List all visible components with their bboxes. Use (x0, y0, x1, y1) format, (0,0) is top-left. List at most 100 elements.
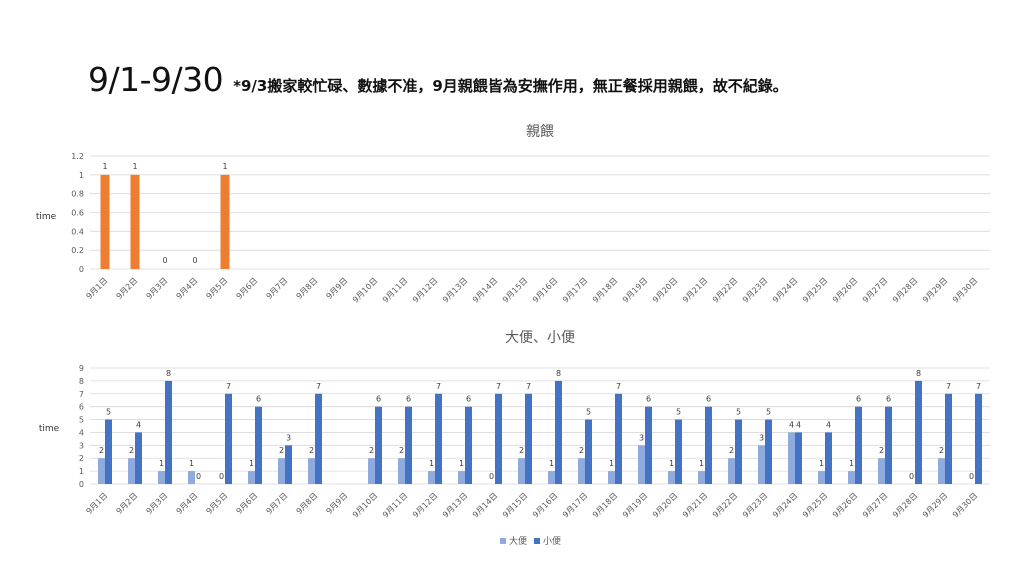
y-tick-label: 2 (79, 454, 84, 463)
x-tick-label: 9月20日 (651, 276, 679, 304)
bar (368, 458, 375, 484)
x-tick-label: 9月4日 (175, 491, 200, 516)
x-tick-label: 9月23日 (741, 276, 769, 304)
bar (435, 393, 442, 484)
x-tick-label: 9月6日 (235, 491, 260, 516)
y-axis-label: time (39, 424, 60, 434)
data-label: 1 (102, 162, 107, 171)
data-label: 3 (286, 433, 291, 442)
x-tick-label: 9月19日 (621, 276, 649, 304)
legend-label: 大便 (509, 535, 527, 547)
bar (608, 471, 615, 484)
x-tick-label: 9月29日 (921, 491, 949, 519)
data-label: 2 (519, 446, 524, 455)
data-label: 2 (99, 446, 104, 455)
x-tick-label: 9月12日 (411, 491, 439, 519)
bar (428, 471, 435, 484)
x-tick-label: 9月4日 (175, 276, 200, 301)
y-tick-label: 0 (79, 480, 84, 489)
bar (100, 174, 110, 269)
data-label: 0 (969, 472, 974, 481)
legend-swatch (500, 538, 506, 544)
x-tick-label: 9月21日 (681, 276, 709, 304)
x-tick-label: 9月13日 (441, 276, 469, 304)
bar (375, 406, 382, 484)
data-label: 7 (316, 382, 321, 391)
data-label: 1 (699, 459, 704, 468)
bar (855, 406, 862, 484)
data-label: 2 (369, 446, 374, 455)
data-label: 6 (376, 395, 381, 404)
y-tick-label: 1 (79, 171, 84, 180)
data-label: 5 (736, 408, 741, 417)
bar (220, 174, 230, 269)
page-note: *9/3搬家較忙碌、數據不准，9月親餵皆為安撫作用，無正餐採用親餵，故不紀錄。 (233, 77, 788, 95)
data-label: 5 (586, 408, 591, 417)
bar (495, 393, 502, 484)
data-label: 0 (219, 472, 224, 481)
x-tick-label: 9月16日 (531, 491, 559, 519)
bar (818, 471, 825, 484)
y-tick-label: 0.6 (71, 209, 84, 218)
data-label: 1 (849, 459, 854, 468)
bar (525, 393, 532, 484)
data-label: 1 (609, 459, 614, 468)
bar (405, 406, 412, 484)
x-tick-label: 9月25日 (801, 491, 829, 519)
data-label: 1 (429, 459, 434, 468)
bar (758, 445, 765, 484)
chart-title: 親餵 (526, 123, 554, 140)
x-tick-label: 9月3日 (145, 276, 170, 301)
x-tick-label: 9月11日 (381, 276, 409, 304)
chart-title: 大便、小便 (505, 330, 575, 346)
bar (788, 432, 795, 484)
bar (248, 471, 255, 484)
x-tick-label: 9月18日 (591, 491, 619, 519)
data-label: 2 (729, 446, 734, 455)
bar (255, 406, 262, 484)
bar (130, 174, 140, 269)
bar (225, 393, 232, 484)
data-label: 7 (976, 382, 981, 391)
bar (555, 380, 562, 484)
legend-swatch (534, 538, 540, 544)
y-tick-label: 9 (79, 364, 84, 373)
data-label: 2 (279, 446, 284, 455)
x-tick-label: 9月5日 (205, 491, 230, 516)
x-tick-label: 9月24日 (771, 491, 799, 519)
data-label: 7 (616, 382, 621, 391)
data-label: 4 (789, 420, 794, 429)
x-tick-label: 9月9日 (325, 276, 350, 301)
x-tick-label: 9月30日 (951, 491, 979, 519)
data-label: 6 (646, 395, 651, 404)
data-label: 1 (222, 162, 227, 171)
bar (98, 458, 105, 484)
bar (668, 471, 675, 484)
data-label: 6 (256, 395, 261, 404)
x-tick-label: 9月20日 (651, 491, 679, 519)
bar (765, 419, 772, 484)
bar (135, 432, 142, 484)
bar (795, 432, 802, 484)
y-tick-label: 1 (79, 467, 84, 476)
x-tick-label: 9月15日 (501, 491, 529, 519)
x-tick-label: 9月17日 (561, 276, 589, 304)
x-tick-label: 9月8日 (295, 491, 320, 516)
data-label: 0 (909, 472, 914, 481)
bar (105, 419, 112, 484)
data-label: 6 (466, 395, 471, 404)
data-label: 4 (796, 420, 801, 429)
data-label: 7 (496, 382, 501, 391)
bar (398, 458, 405, 484)
data-label: 7 (226, 382, 231, 391)
bar (548, 471, 555, 484)
x-tick-label: 9月15日 (501, 276, 529, 304)
data-label: 6 (856, 395, 861, 404)
bar (675, 419, 682, 484)
x-tick-label: 9月19日 (621, 491, 649, 519)
data-label: 5 (766, 408, 771, 417)
x-tick-label: 9月11日 (381, 491, 409, 519)
x-tick-label: 9月10日 (351, 491, 379, 519)
data-label: 1 (459, 459, 464, 468)
x-tick-label: 9月23日 (741, 491, 769, 519)
